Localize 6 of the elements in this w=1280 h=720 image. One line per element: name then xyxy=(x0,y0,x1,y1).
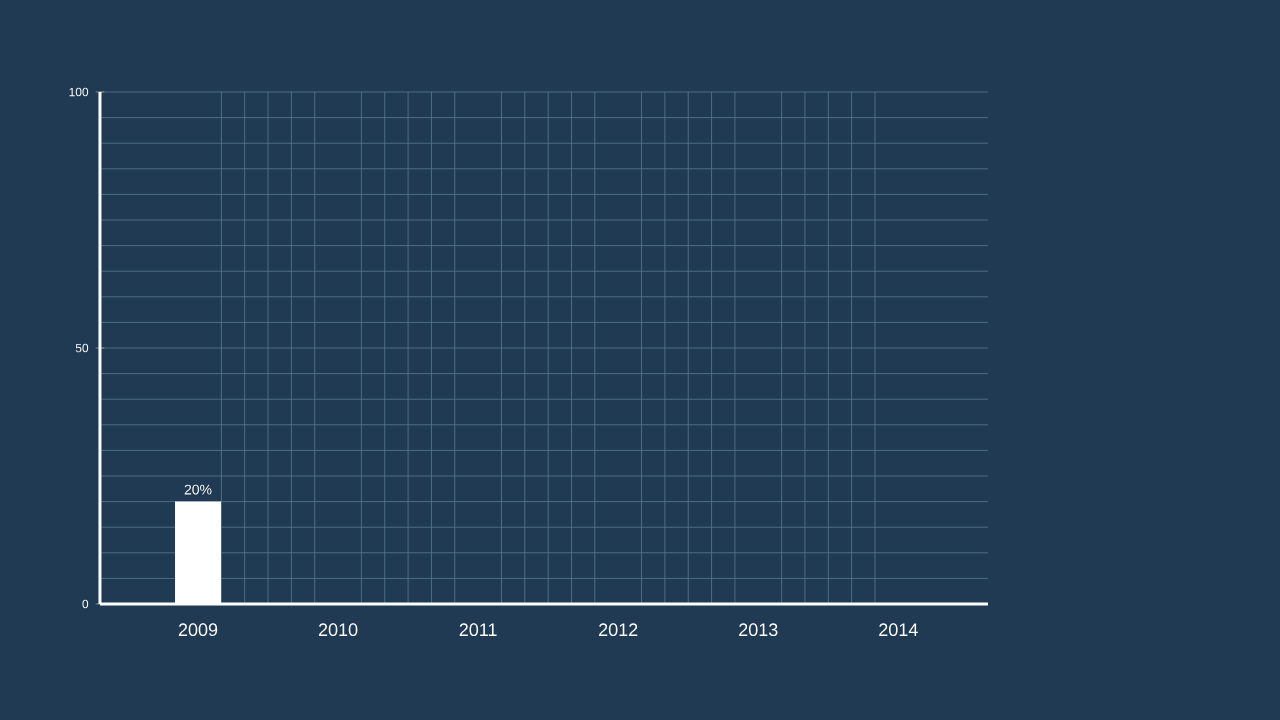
x-tick-label: 2011 xyxy=(459,623,497,637)
x-tick-label: 2013 xyxy=(739,623,778,637)
x-tick-label: 2012 xyxy=(599,623,638,637)
x-tick-label: 2009 xyxy=(178,623,218,637)
x-tick-label: 2010 xyxy=(318,623,358,637)
x-tick-label: 2014 xyxy=(879,623,918,637)
